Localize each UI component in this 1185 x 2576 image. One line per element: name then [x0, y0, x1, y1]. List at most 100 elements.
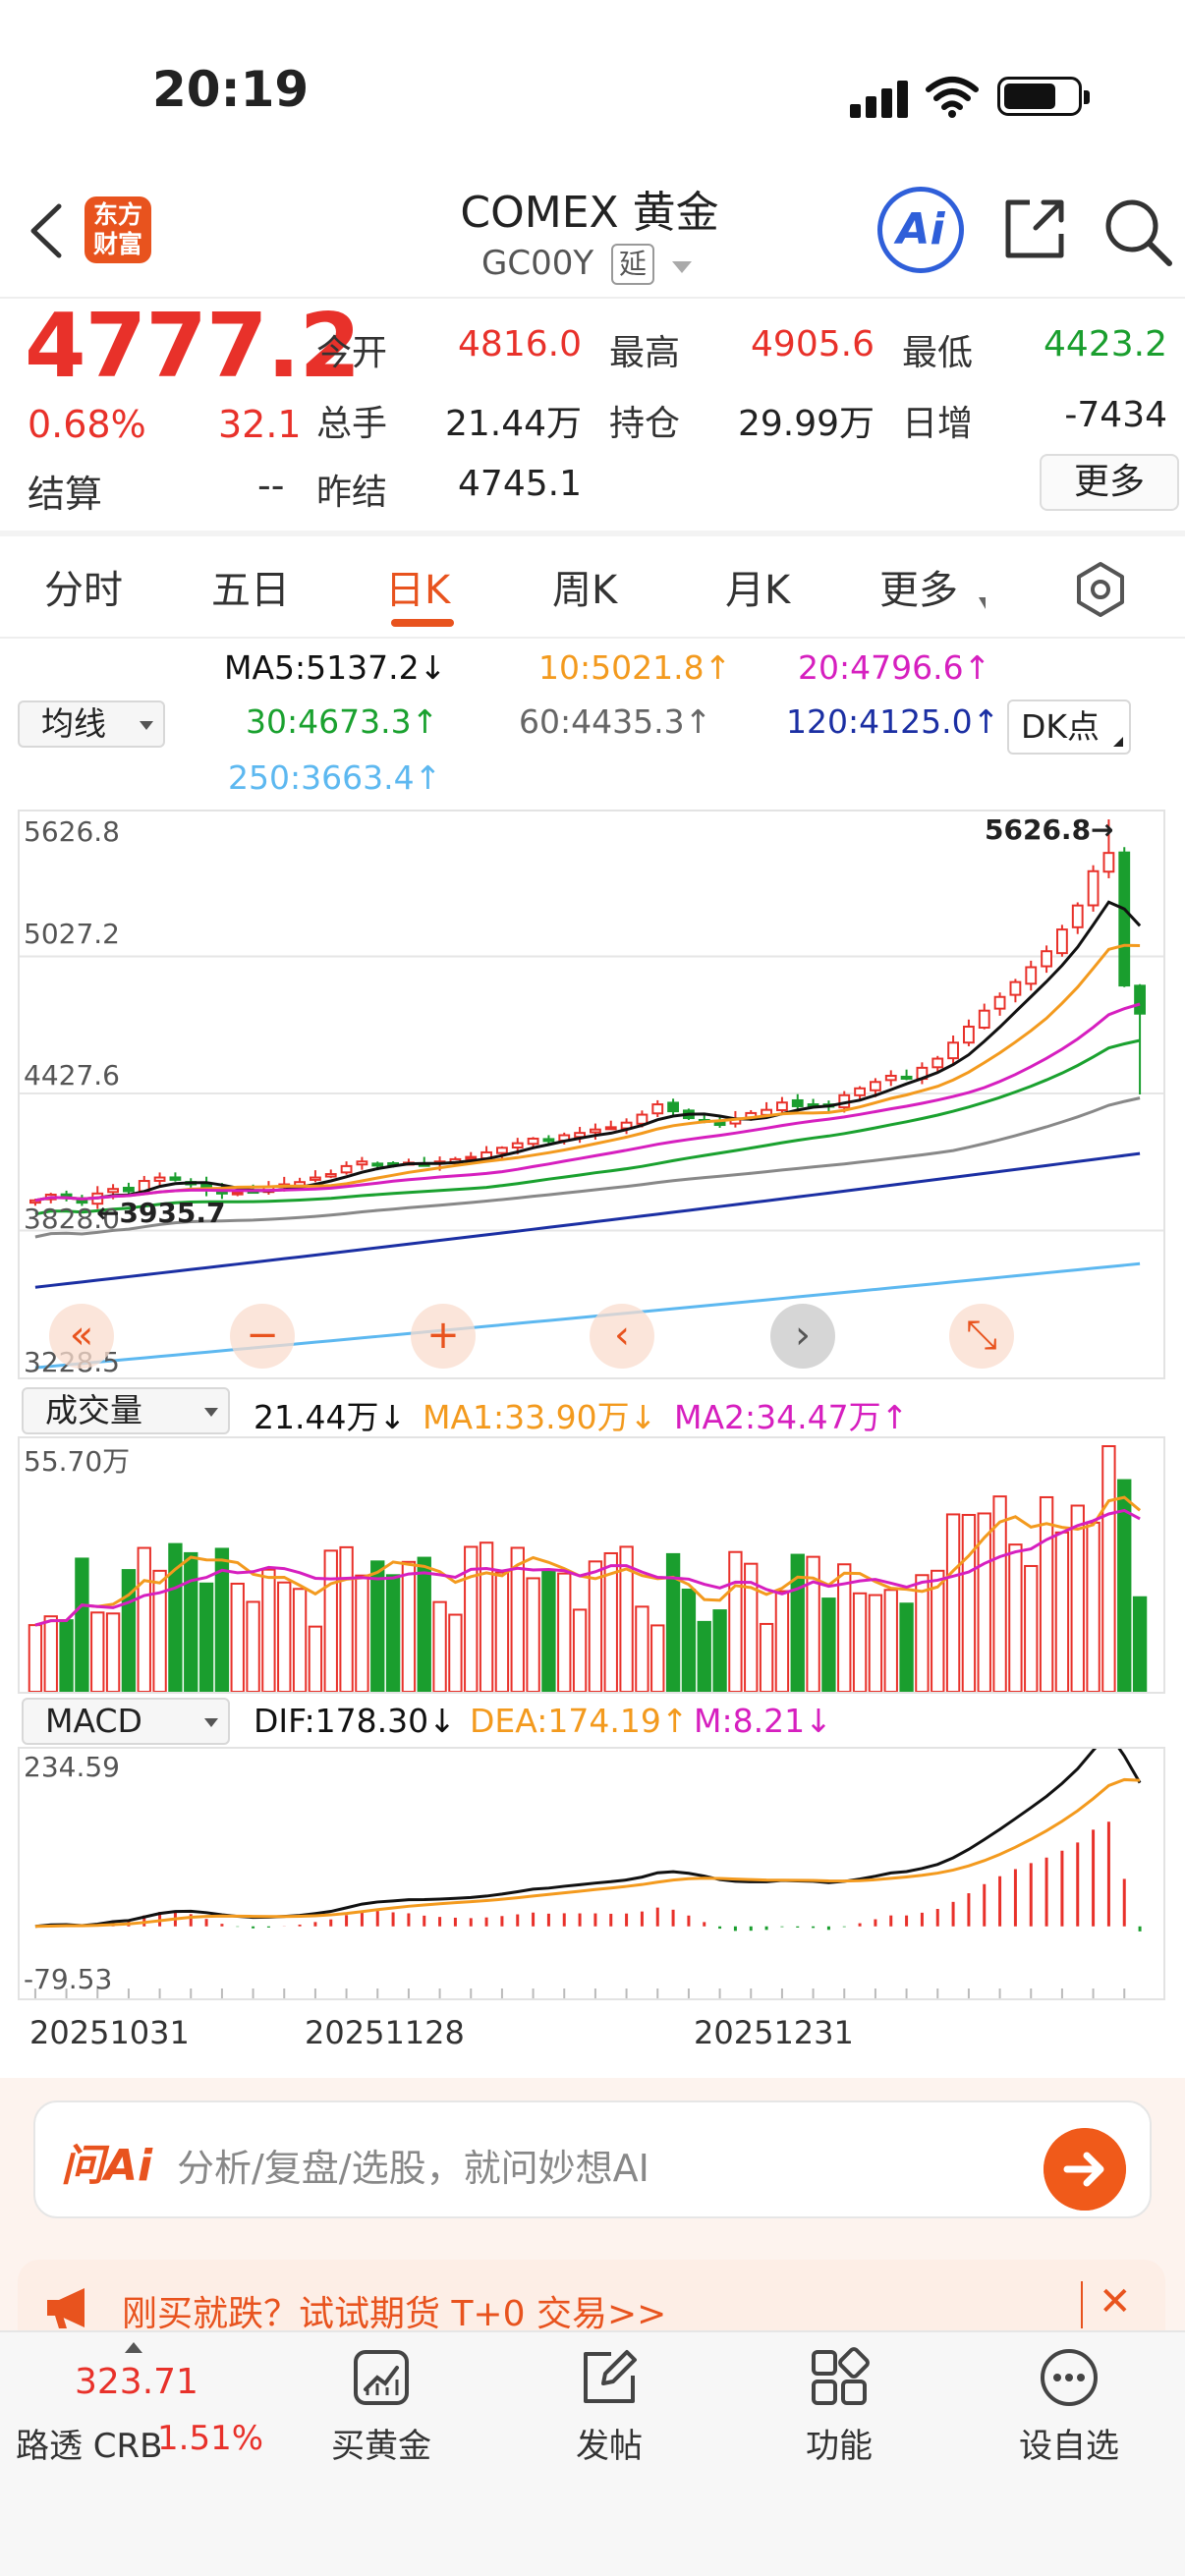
volume-bar: [1039, 1495, 1054, 1692]
volume-bar: [230, 1582, 245, 1692]
tab-buy-gold[interactable]: 买黄金: [331, 2427, 431, 2466]
volume-bar: [665, 1552, 681, 1692]
volume-bar: [1101, 1445, 1116, 1692]
ma-line: [34, 900, 1142, 1203]
dk-point-button[interactable]: DK点: [1007, 700, 1131, 755]
high-label: 最高: [609, 333, 681, 373]
more-button[interactable]: 更多: [1040, 454, 1179, 511]
volume-bar: [931, 1569, 945, 1692]
volume-bar: [837, 1563, 852, 1692]
open-label: 今开: [316, 333, 388, 373]
macd-dif-line: [34, 1749, 1142, 1929]
tab-daily-k[interactable]: 日K: [385, 568, 451, 613]
collapse-arrow-icon[interactable]: [125, 2342, 142, 2353]
volume-bar: [541, 1569, 556, 1692]
promo-text[interactable]: 刚买就跌？试试期货 T+0 交易>>: [122, 2294, 667, 2334]
status-time: 20:19: [152, 61, 310, 118]
volume-bar: [401, 1560, 417, 1692]
volume-bar: [59, 1619, 74, 1692]
ai-assistant-icon[interactable]: Ai: [877, 187, 964, 273]
volume-indicator-selector[interactable]: 成交量: [22, 1387, 230, 1434]
volume-axis-top: 55.70万: [24, 1445, 131, 1478]
volume-chart[interactable]: [20, 1438, 1163, 1692]
bottom-tab-bar: [0, 2330, 1185, 2576]
tab-five-day[interactable]: 五日: [211, 568, 290, 613]
macd-dea-line: [34, 1777, 1141, 1929]
scroll-left-button[interactable]: ‹: [590, 1304, 654, 1369]
daily-increase-value: -7434: [1064, 395, 1167, 435]
post-icon[interactable]: [578, 2346, 641, 2409]
scroll-start-button[interactable]: «: [49, 1304, 114, 1369]
candle-body: [604, 1126, 617, 1131]
volume-bar: [1024, 1564, 1039, 1692]
candle-body: [1102, 852, 1115, 873]
zoom-out-button[interactable]: −: [230, 1304, 295, 1369]
price-chart-panel[interactable]: [18, 810, 1165, 1379]
macd-chart[interactable]: [20, 1749, 1163, 1998]
volume-bar: [43, 1615, 58, 1692]
volume-value: 21.44万: [444, 404, 582, 444]
macd-dea: DEA:174.19↑: [470, 1702, 689, 1740]
macd-indicator-selector[interactable]: MACD: [22, 1698, 230, 1745]
crb-index-value[interactable]: 323.71: [75, 2362, 198, 2402]
tab-features[interactable]: 功能: [806, 2427, 873, 2466]
settings-icon[interactable]: [1071, 560, 1130, 619]
candlestick-chart[interactable]: [20, 812, 1163, 1377]
back-icon[interactable]: [18, 196, 77, 265]
settle-label: 结算: [28, 473, 103, 516]
indicator-selector[interactable]: 均线: [18, 700, 165, 748]
candle-body: [511, 1142, 524, 1148]
scroll-right-button[interactable]: ›: [770, 1304, 835, 1369]
volume-bar: [246, 1600, 260, 1692]
volume-bar: [308, 1625, 323, 1692]
volume-bar: [635, 1605, 649, 1692]
more-dots-icon[interactable]: [1038, 2346, 1100, 2409]
date-label: 20251128: [305, 2014, 465, 2051]
volume-bar: [945, 1513, 961, 1692]
candle-body: [1025, 966, 1038, 985]
tab-intraday[interactable]: 分时: [44, 568, 123, 613]
crb-index-change[interactable]: 1.51%: [157, 2419, 264, 2458]
volume-chart-panel[interactable]: [18, 1436, 1165, 1694]
ma10-value: 10:5021.8↑: [538, 648, 732, 687]
buy-gold-icon[interactable]: [350, 2346, 413, 2409]
megaphone-icon: [47, 2288, 85, 2328]
arrow-right-icon[interactable]: [1044, 2128, 1126, 2211]
fullscreen-button[interactable]: ⤡: [949, 1304, 1014, 1369]
tab-more[interactable]: 更多: [879, 568, 958, 613]
candle-body: [465, 1155, 478, 1160]
low-label: 最低: [902, 333, 974, 373]
volume-bar: [977, 1512, 991, 1692]
volume-bar: [572, 1608, 588, 1692]
volume-current: 21.44万↓: [254, 1398, 407, 1436]
tab-post[interactable]: 发帖: [576, 2427, 643, 2466]
macd-chart-panel[interactable]: [18, 1747, 1165, 2000]
tab-watchlist[interactable]: 设自选: [1019, 2427, 1119, 2466]
zoom-in-button[interactable]: +: [411, 1304, 476, 1369]
volume-bar: [697, 1620, 711, 1692]
ma-line: [34, 1002, 1141, 1203]
volume-bar: [198, 1582, 214, 1692]
ask-ai-logo: 问Ai: [61, 2141, 153, 2191]
close-icon[interactable]: ✕: [1099, 2279, 1132, 2324]
volume-ma1-line: [34, 1495, 1142, 1627]
tab-monthly-k[interactable]: 月K: [725, 568, 791, 613]
price-axis-label: 4427.6: [24, 1059, 120, 1092]
crb-index-label[interactable]: 路透 CRB: [16, 2427, 163, 2466]
search-icon[interactable]: [1100, 195, 1175, 269]
chevron-down-icon[interactable]: [672, 261, 692, 273]
delay-badge: 延: [611, 244, 654, 285]
features-icon[interactable]: [808, 2346, 871, 2409]
contract-code[interactable]: GC00Y: [481, 244, 594, 283]
share-icon[interactable]: [1000, 195, 1069, 263]
price-axis-label: 3828.0: [24, 1203, 120, 1235]
candle-body: [107, 1188, 119, 1194]
tab-weekly-k[interactable]: 周K: [552, 568, 618, 613]
volume-bar: [883, 1589, 898, 1692]
prev-settle-label: 昨结: [316, 473, 388, 513]
ask-ai-input[interactable]: [33, 2100, 1152, 2218]
ask-ai-placeholder[interactable]: 分析/复盘/选股，就问妙想AI: [177, 2147, 649, 2190]
volume-bar: [992, 1495, 1007, 1692]
change-value: 32.1: [218, 403, 302, 446]
last-price: 4777.2: [25, 295, 361, 398]
